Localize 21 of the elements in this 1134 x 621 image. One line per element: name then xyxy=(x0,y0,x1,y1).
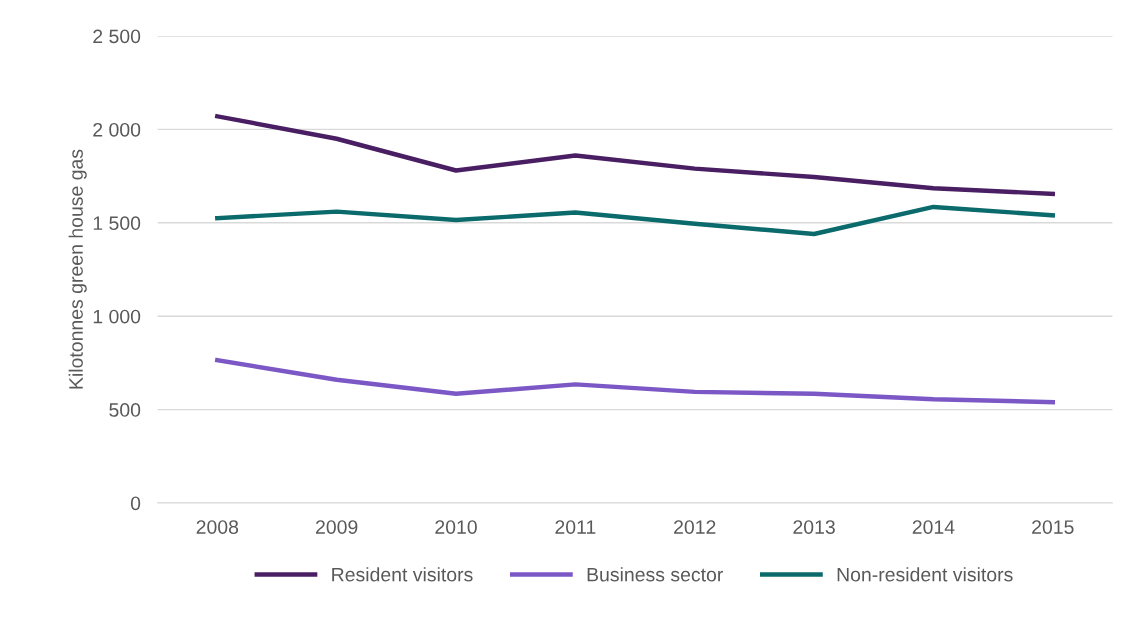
legend-label: Business sector xyxy=(587,567,723,582)
y-tick-label: 0 xyxy=(130,496,141,511)
line-series xyxy=(215,204,1055,237)
line-series xyxy=(215,114,1055,197)
x-tick-label: 2013 xyxy=(793,520,835,534)
x-tick-label: 2008 xyxy=(196,520,239,534)
x-tick-label: 2012 xyxy=(674,520,716,534)
x-tick-label: 2014 xyxy=(912,520,955,534)
x-tick-label: 2009 xyxy=(316,520,358,534)
y-tick-label: 1 000 xyxy=(93,309,141,324)
x-tick-label: 2015 xyxy=(1032,520,1074,534)
legend-label: Resident visitors xyxy=(332,567,473,582)
y-tick-label: 2 000 xyxy=(93,122,141,137)
x-tick-label: 2010 xyxy=(435,520,477,534)
y-tick-label: 1 500 xyxy=(93,216,141,231)
legend-label: Non-resident visitors xyxy=(837,567,1013,582)
line-series xyxy=(215,357,1055,405)
y-tick-label: 500 xyxy=(109,403,141,417)
y-tick-label: 2 500 xyxy=(93,29,141,44)
x-tick-label: 2011 xyxy=(555,520,596,534)
y-axis-title: Kilotonnes green house gas xyxy=(68,149,87,389)
